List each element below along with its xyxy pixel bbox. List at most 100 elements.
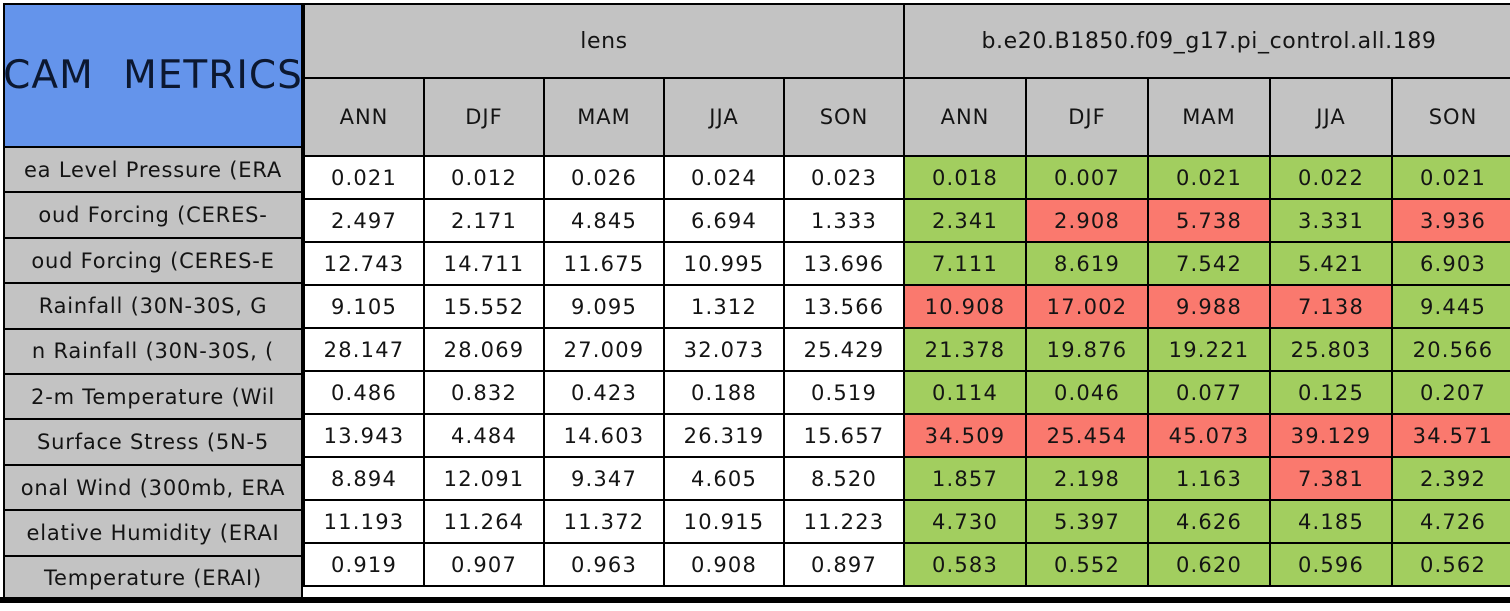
control-value-cell: 0.021 [1149,157,1269,198]
control-value-cell: 0.583 [905,544,1025,585]
lens-value-cell: 9.105 [305,286,423,327]
lens-value-cell: 0.188 [665,372,783,413]
group-header-control-case: b.e20.B1850.f09_g17.pi_control.all.189 [905,5,1510,77]
group-header-lens: lens [305,5,903,77]
control-value-cell: 7.111 [905,243,1025,284]
row-label-column: CAM METRICS ea Level Pressure (ERA oud Fo… [3,3,303,602]
control-value-cell: 4.626 [1149,501,1269,542]
control-value-cell: 6.903 [1393,243,1510,284]
control-value-cell: 2.392 [1393,458,1510,499]
lens-value-cell: 4.484 [425,415,543,456]
control-value-cell: 19.876 [1027,329,1147,370]
lens-value-cell: 1.333 [785,200,903,241]
control-value-cell: 3.331 [1271,200,1391,241]
lens-value-cell: 8.894 [305,458,423,499]
lens-value-cell: 0.026 [545,157,663,198]
lens-value-cell: 0.486 [305,372,423,413]
lens-value-cell: 0.963 [545,544,663,585]
lens-value-cell: 12.091 [425,458,543,499]
lens-value-cell: 13.566 [785,286,903,327]
lens-value-cell: 0.919 [305,544,423,585]
control-value-cell: 8.619 [1027,243,1147,284]
lens-value-cell: 13.696 [785,243,903,284]
control-value-cell: 0.125 [1271,372,1391,413]
control-value-cell: 7.138 [1271,286,1391,327]
season-header-control-son: SON [1393,79,1510,155]
lens-value-cell: 2.497 [305,200,423,241]
lens-value-cell: 32.073 [665,329,783,370]
control-value-cell: 17.002 [1027,286,1147,327]
lens-value-cell: 0.023 [785,157,903,198]
row-label: elative Humidity (ERAI [5,511,301,555]
control-value-cell: 3.936 [1393,200,1510,241]
control-value-cell: 4.185 [1271,501,1391,542]
lens-value-cell: 15.552 [425,286,543,327]
lens-value-cell: 0.519 [785,372,903,413]
control-value-cell: 21.378 [905,329,1025,370]
season-header-control-djf: DJF [1027,79,1147,155]
season-header-lens-mam: MAM [545,79,663,155]
control-value-cell: 0.562 [1393,544,1510,585]
lens-value-cell: 0.021 [305,157,423,198]
season-header-lens-ann: ANN [305,79,423,155]
lens-value-cell: 9.095 [545,286,663,327]
control-value-cell: 20.566 [1393,329,1510,370]
control-value-cell: 0.022 [1271,157,1391,198]
lens-value-cell: 4.605 [665,458,783,499]
control-value-cell: 2.341 [905,200,1025,241]
control-value-cell: 0.114 [905,372,1025,413]
control-value-cell: 34.509 [905,415,1025,456]
row-label: Temperature (ERAI) [5,556,301,601]
lens-value-cell: 4.845 [545,200,663,241]
control-value-cell: 0.046 [1027,372,1147,413]
lens-value-cell: 28.147 [305,329,423,370]
row-label: n Rainfall (30N-30S, ( [5,329,301,374]
control-value-cell: 4.726 [1393,501,1510,542]
lens-value-cell: 11.193 [305,501,423,542]
lens-value-cell: 28.069 [425,329,543,370]
control-value-cell: 1.163 [1149,458,1269,499]
lens-value-cell: 13.943 [305,415,423,456]
lens-value-cell: 27.009 [545,329,663,370]
control-value-cell: 9.988 [1149,286,1269,327]
metrics-title-cell: CAM METRICS [5,5,301,146]
control-value-cell: 1.857 [905,458,1025,499]
lens-value-cell: 11.223 [785,501,903,542]
season-header-control-mam: MAM [1149,79,1269,155]
control-value-cell: 0.018 [905,157,1025,198]
control-value-cell: 0.021 [1393,157,1510,198]
lens-value-cell: 9.347 [545,458,663,499]
row-label: Surface Stress (5N-5 [5,420,301,464]
control-value-cell: 34.571 [1393,415,1510,456]
control-value-cell: 0.596 [1271,544,1391,585]
row-label: 2-m Temperature (Wil [5,375,301,419]
control-value-cell: 25.454 [1027,415,1147,456]
lens-value-cell: 8.520 [785,458,903,499]
row-label: oud Forcing (CERES- [5,193,301,237]
lens-value-cell: 0.024 [665,157,783,198]
lens-value-cell: 10.995 [665,243,783,284]
season-header-lens-son: SON [785,79,903,155]
control-value-cell: 5.738 [1149,200,1269,241]
lens-value-cell: 0.012 [425,157,543,198]
lens-value-cell: 0.423 [545,372,663,413]
control-value-cell: 10.908 [905,286,1025,327]
lens-value-cell: 0.908 [665,544,783,585]
control-value-cell: 0.207 [1393,372,1510,413]
control-value-cell: 0.620 [1149,544,1269,585]
lens-value-cell: 0.907 [425,544,543,585]
lens-value-cell: 0.832 [425,372,543,413]
lens-value-cell: 10.915 [665,501,783,542]
season-header-lens-djf: DJF [425,79,543,155]
control-value-cell: 9.445 [1393,286,1510,327]
control-value-cell: 5.421 [1271,243,1391,284]
control-value-cell: 19.221 [1149,329,1269,370]
control-value-cell: 25.803 [1271,329,1391,370]
season-header-lens-jja: JJA [665,79,783,155]
metrics-title: CAM METRICS [5,53,301,98]
control-value-cell: 45.073 [1149,415,1269,456]
row-label: onal Wind (300mb, ERA [5,465,301,510]
lens-value-cell: 2.171 [425,200,543,241]
control-value-cell: 2.908 [1027,200,1147,241]
table-bottom-rule [0,597,1510,603]
